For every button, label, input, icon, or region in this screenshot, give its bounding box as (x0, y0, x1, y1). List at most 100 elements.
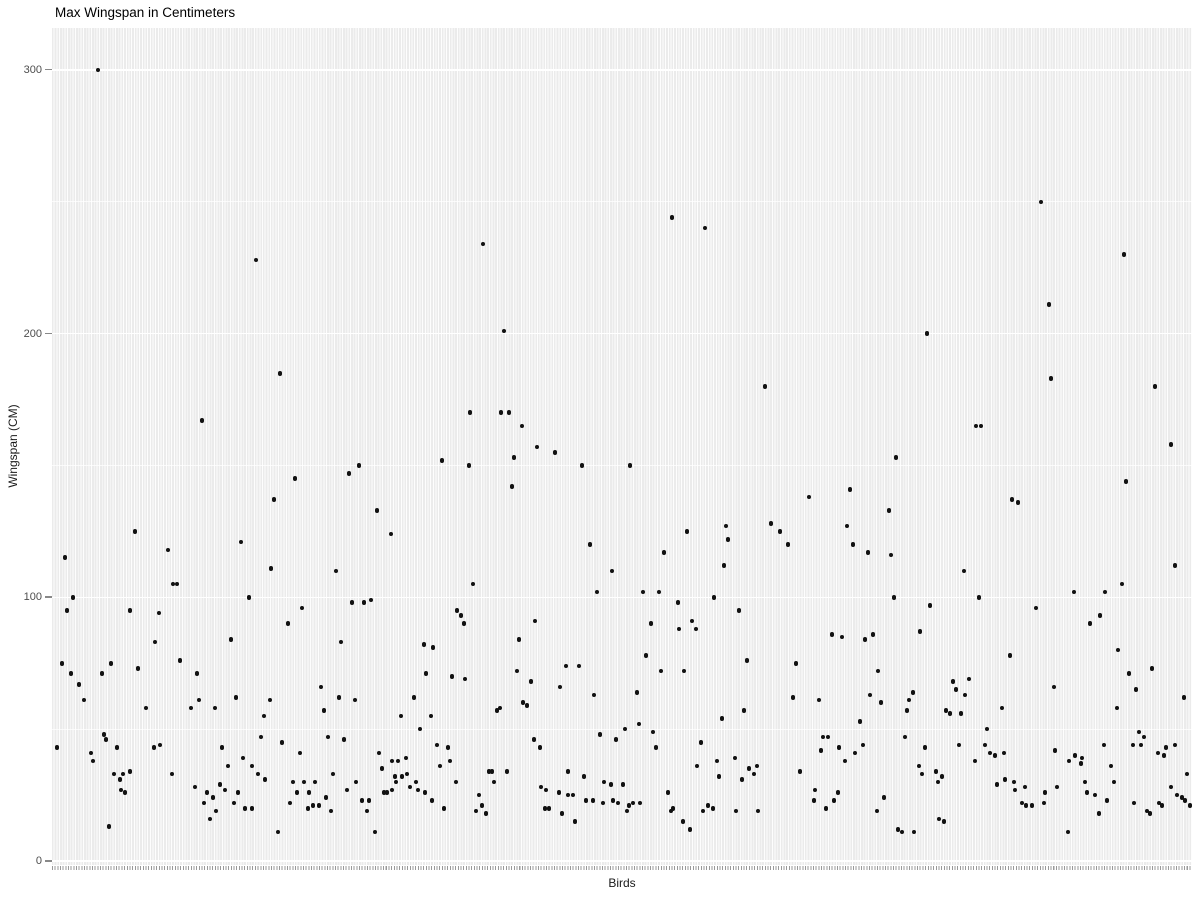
data-point (852, 750, 858, 756)
data-point (1131, 800, 1137, 806)
data-point (1149, 666, 1155, 671)
data-point (1108, 763, 1114, 769)
data-point (793, 660, 799, 666)
data-point (1168, 442, 1174, 447)
data-point (958, 711, 964, 716)
data-point (246, 595, 252, 600)
y-axis-label: Wingspan (CM) (6, 404, 20, 488)
data-point (698, 740, 704, 745)
data-point (943, 708, 949, 713)
data-point (1159, 803, 1165, 808)
data-point (829, 631, 835, 637)
data-point (910, 689, 916, 695)
data-point (108, 660, 114, 666)
data-point (473, 808, 479, 814)
data-point (1033, 605, 1039, 611)
data-point (754, 763, 760, 769)
data-point (626, 803, 632, 808)
data-point (1114, 705, 1120, 711)
data-point (844, 523, 850, 529)
data-point (321, 708, 327, 713)
data-point (680, 819, 686, 824)
data-point (675, 600, 681, 605)
data-point (725, 537, 731, 542)
data-point (1141, 734, 1147, 740)
data-point (306, 790, 312, 795)
data-point (902, 734, 908, 740)
data-point (528, 679, 534, 684)
data-point (1155, 750, 1161, 756)
data-point (290, 779, 296, 785)
data-point (591, 692, 597, 698)
data-point (196, 697, 202, 703)
data-point (999, 705, 1005, 711)
data-point (242, 805, 248, 811)
data-point (1152, 384, 1158, 389)
data-point (509, 484, 515, 489)
chart-title: Max Wingspan in Centimeters (55, 5, 236, 20)
data-point (1111, 779, 1117, 785)
data-point (132, 529, 138, 534)
data-point (1174, 792, 1180, 798)
data-point (1133, 687, 1139, 692)
data-point (811, 798, 817, 803)
data-point (1071, 589, 1077, 595)
y-tick-label: 0 (35, 855, 42, 867)
data-point (262, 776, 268, 782)
data-point (1082, 779, 1088, 785)
data-point (911, 829, 917, 835)
data-point (600, 800, 606, 806)
data-point (939, 774, 945, 779)
data-point (524, 703, 530, 708)
data-point (1084, 790, 1090, 795)
data-point (640, 589, 646, 595)
data-point (1079, 755, 1085, 761)
data-point (192, 784, 198, 790)
data-point (888, 552, 894, 558)
data-point (563, 663, 569, 669)
data-point (643, 653, 649, 658)
data-point (253, 257, 259, 263)
data-point (982, 742, 988, 748)
data-point (318, 684, 324, 690)
data-point (439, 457, 445, 463)
data-point (1072, 753, 1078, 758)
data-point (207, 816, 213, 822)
data-point (381, 790, 387, 795)
data-point (1126, 671, 1132, 677)
data-point (292, 476, 298, 481)
data-point (417, 726, 423, 732)
data-point (374, 508, 380, 513)
data-point (973, 423, 979, 429)
data-point (429, 798, 435, 803)
data-point (364, 808, 370, 814)
data-point (1042, 790, 1048, 795)
data-point (806, 494, 812, 500)
data-point (874, 808, 880, 814)
data-point (287, 800, 293, 806)
major-gridline (52, 332, 1192, 335)
data-point (610, 798, 616, 803)
data-point (878, 700, 884, 706)
data-point (987, 750, 993, 756)
data-point (1172, 563, 1178, 568)
data-point (1184, 771, 1190, 777)
data-point (117, 776, 123, 782)
data-point (489, 769, 495, 774)
data-point (1115, 647, 1121, 653)
data-point (389, 758, 395, 764)
data-point (1172, 742, 1178, 748)
data-point (1096, 811, 1102, 816)
data-point (917, 629, 923, 634)
data-point (330, 771, 336, 777)
data-point (825, 734, 831, 740)
data-point (249, 805, 255, 811)
data-point (212, 705, 218, 711)
data-point (497, 705, 503, 711)
data-point (590, 798, 596, 803)
data-point (956, 742, 962, 748)
data-point (746, 766, 752, 771)
data-point (966, 676, 972, 682)
data-point (1009, 497, 1015, 503)
data-point (353, 779, 359, 785)
